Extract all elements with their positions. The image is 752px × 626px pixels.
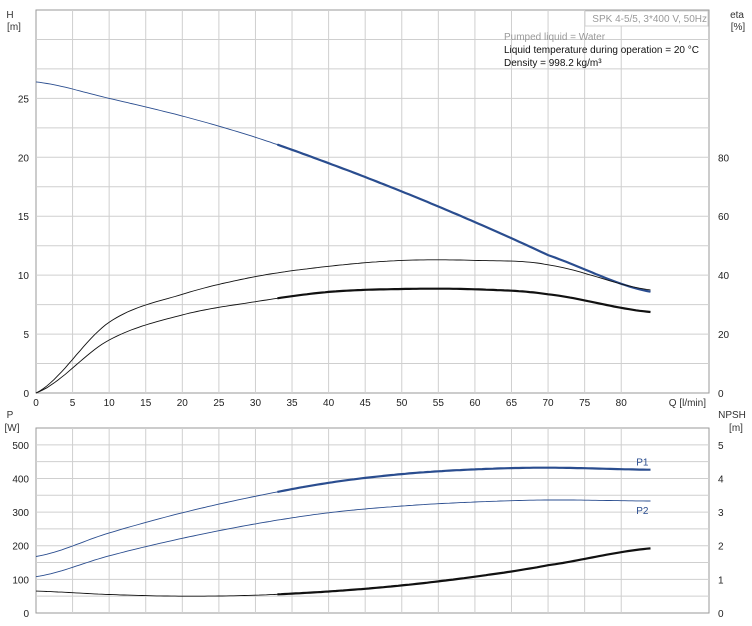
p2-curve-line bbox=[35, 499, 651, 578]
x-tick-label: 60 bbox=[469, 398, 481, 409]
x-tick-label: 55 bbox=[433, 398, 445, 409]
pump-label: SPK 4-5/5, 3*400 V, 50Hz bbox=[592, 14, 707, 25]
upper-chart-panel: 0 5 10 15 20 25 30 35 40 45 50 55 60 65 70 75 80 0 5 10 15 2… bbox=[6, 9, 746, 409]
eta-tick-label: 40 bbox=[718, 271, 730, 282]
eta-tick-label: 80 bbox=[718, 153, 730, 164]
power-tick-label: 200 bbox=[12, 542, 29, 553]
lower-series: P1 P2 bbox=[35, 458, 651, 597]
head-axis-label: H bbox=[6, 10, 13, 21]
npsh-tick-labels: 0 1 2 3 4 5 bbox=[718, 441, 724, 620]
npsh-tick-label: 0 bbox=[718, 609, 724, 620]
upper-series bbox=[35, 81, 651, 394]
npsh-tick-label: 4 bbox=[718, 474, 724, 485]
head-curve-operating-range bbox=[277, 143, 651, 293]
flow-axis-label: Q [l/min] bbox=[669, 398, 706, 409]
x-tick-label: 15 bbox=[140, 398, 152, 409]
npsh-curve-operating-range bbox=[277, 547, 651, 596]
head-axis-unit: [m] bbox=[7, 22, 21, 33]
x-tick-label: 0 bbox=[33, 398, 39, 409]
p1-curve-operating-range bbox=[277, 466, 651, 493]
power-tick-label: 500 bbox=[12, 441, 29, 452]
info-line-temperature: Liquid temperature during operation = 20… bbox=[504, 45, 699, 56]
x-tick-label: 65 bbox=[506, 398, 518, 409]
npsh-tick-label: 5 bbox=[718, 441, 724, 452]
power-axis-label: P bbox=[7, 410, 14, 421]
head-tick-label: 10 bbox=[18, 271, 30, 282]
x-tick-label: 10 bbox=[104, 398, 116, 409]
npsh-axis-unit: [m] bbox=[729, 423, 743, 434]
eta-pump-curve-operating-range bbox=[277, 287, 651, 314]
power-tick-label: 400 bbox=[12, 474, 29, 485]
head-tick-label: 15 bbox=[18, 212, 30, 223]
upper-plot-area bbox=[35, 9, 710, 394]
eta-tick-label: 20 bbox=[718, 330, 730, 341]
x-tick-label: 80 bbox=[616, 398, 628, 409]
head-tick-label: 20 bbox=[18, 153, 30, 164]
eta-total-curve-line bbox=[35, 259, 651, 394]
series-label-p1: P1 bbox=[636, 458, 649, 469]
info-line-density: Density = 998.2 kg/m³ bbox=[504, 58, 602, 69]
power-tick-label: 100 bbox=[12, 575, 29, 586]
npsh-tick-label: 3 bbox=[718, 508, 724, 519]
power-tick-labels: 0 100 200 300 400 500 bbox=[12, 441, 29, 620]
upper-grid bbox=[36, 10, 709, 393]
x-tick-label: 30 bbox=[250, 398, 262, 409]
eta-axis-unit: [%] bbox=[731, 22, 746, 33]
x-tick-label: 5 bbox=[70, 398, 76, 409]
series-label-p2: P2 bbox=[636, 506, 649, 517]
x-tick-label: 20 bbox=[177, 398, 189, 409]
info-line-liquid: Pumped liquid = Water bbox=[504, 32, 606, 43]
power-axis-unit: [W] bbox=[5, 423, 20, 434]
x-tick-label: 70 bbox=[543, 398, 555, 409]
power-tick-label: 0 bbox=[23, 609, 29, 620]
power-tick-label: 300 bbox=[12, 508, 29, 519]
x-tick-label: 35 bbox=[286, 398, 298, 409]
npsh-axis-label: NPSH bbox=[718, 410, 746, 421]
npsh-tick-label: 1 bbox=[718, 575, 724, 586]
eta-tick-labels: 0 20 40 60 80 bbox=[718, 153, 730, 400]
x-tick-label: 45 bbox=[360, 398, 372, 409]
head-tick-label: 0 bbox=[23, 389, 29, 400]
npsh-tick-label: 2 bbox=[718, 542, 724, 553]
head-tick-labels: 0 5 10 15 20 25 bbox=[18, 94, 30, 400]
eta-tick-label: 0 bbox=[718, 389, 724, 400]
x-tick-label: 75 bbox=[579, 398, 591, 409]
x-tick-label: 50 bbox=[396, 398, 408, 409]
eta-tick-label: 60 bbox=[718, 212, 730, 223]
eta-axis-label: eta bbox=[730, 10, 744, 21]
x-tick-label: 40 bbox=[323, 398, 335, 409]
head-tick-label: 5 bbox=[23, 330, 29, 341]
head-tick-label: 25 bbox=[18, 94, 30, 105]
x-tick-label: 25 bbox=[213, 398, 225, 409]
upper-x-tick-labels: 0 5 10 15 20 25 30 35 40 45 50 55 60 65 70 75 80 bbox=[33, 398, 627, 409]
pump-label-box bbox=[584, 10, 709, 27]
lower-plot-area bbox=[35, 427, 710, 614]
